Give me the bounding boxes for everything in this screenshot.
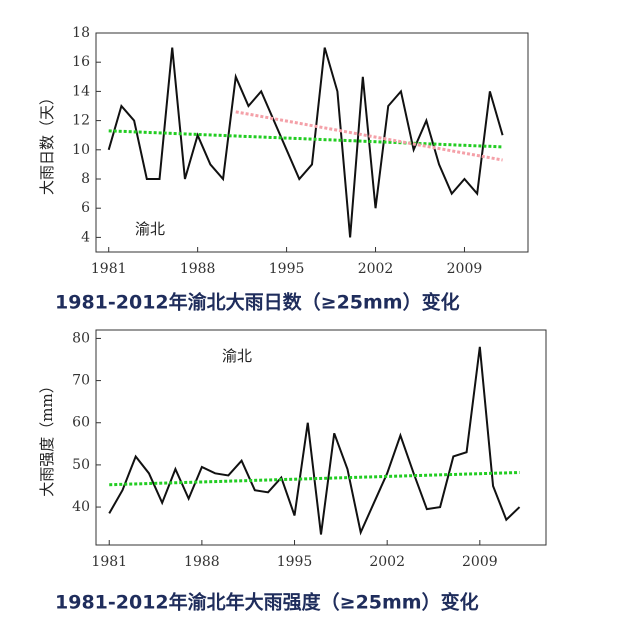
y-tick-label: 16	[72, 54, 90, 70]
annotation: 渝北	[135, 220, 165, 238]
y-tick-label: 14	[72, 83, 90, 99]
data-line	[107, 47, 504, 238]
x-tick-label: 2009	[462, 554, 498, 570]
x-tick-label: 1981	[91, 261, 127, 277]
y-axis-label: 大雨日数（天）	[38, 90, 56, 195]
x-tick-label: 1995	[277, 554, 313, 570]
plot-frame	[95, 32, 529, 253]
trend-line	[108, 129, 503, 149]
data-line	[108, 346, 521, 536]
x-tick-label: 2009	[447, 261, 483, 277]
plot-frame	[95, 329, 547, 546]
x-tick-label: 2002	[369, 554, 405, 570]
y-tick-label: 50	[72, 457, 90, 473]
x-tick-label: 1995	[269, 261, 305, 277]
y-tick-label: 70	[72, 373, 90, 389]
y-tick-label: 40	[72, 499, 90, 515]
x-tick-label: 1981	[91, 554, 127, 570]
x-tick-label: 2002	[358, 261, 394, 277]
y-tick-label: 8	[81, 171, 90, 187]
annotation: 渝北	[222, 347, 252, 365]
y-tick-label: 12	[72, 113, 90, 129]
y-tick-label: 60	[72, 415, 90, 431]
x-tick-label: 1988	[184, 554, 220, 570]
y-tick-label: 18	[72, 25, 90, 41]
y-tick-label: 6	[81, 200, 90, 216]
trend-line	[109, 470, 520, 487]
y-tick-label: 80	[72, 330, 90, 346]
y-tick-label: 4	[81, 229, 90, 245]
trend-line	[235, 110, 503, 162]
caption: 1981-2012年渝北大雨日数（≥25mm）变化	[55, 291, 460, 314]
y-axis-label: 大雨强度（mm）	[38, 378, 56, 496]
x-tick-label: 1988	[180, 261, 216, 277]
y-tick-label: 10	[72, 142, 90, 158]
caption: 1981-2012年渝北年大雨强度（≥25mm）变化	[55, 591, 479, 614]
